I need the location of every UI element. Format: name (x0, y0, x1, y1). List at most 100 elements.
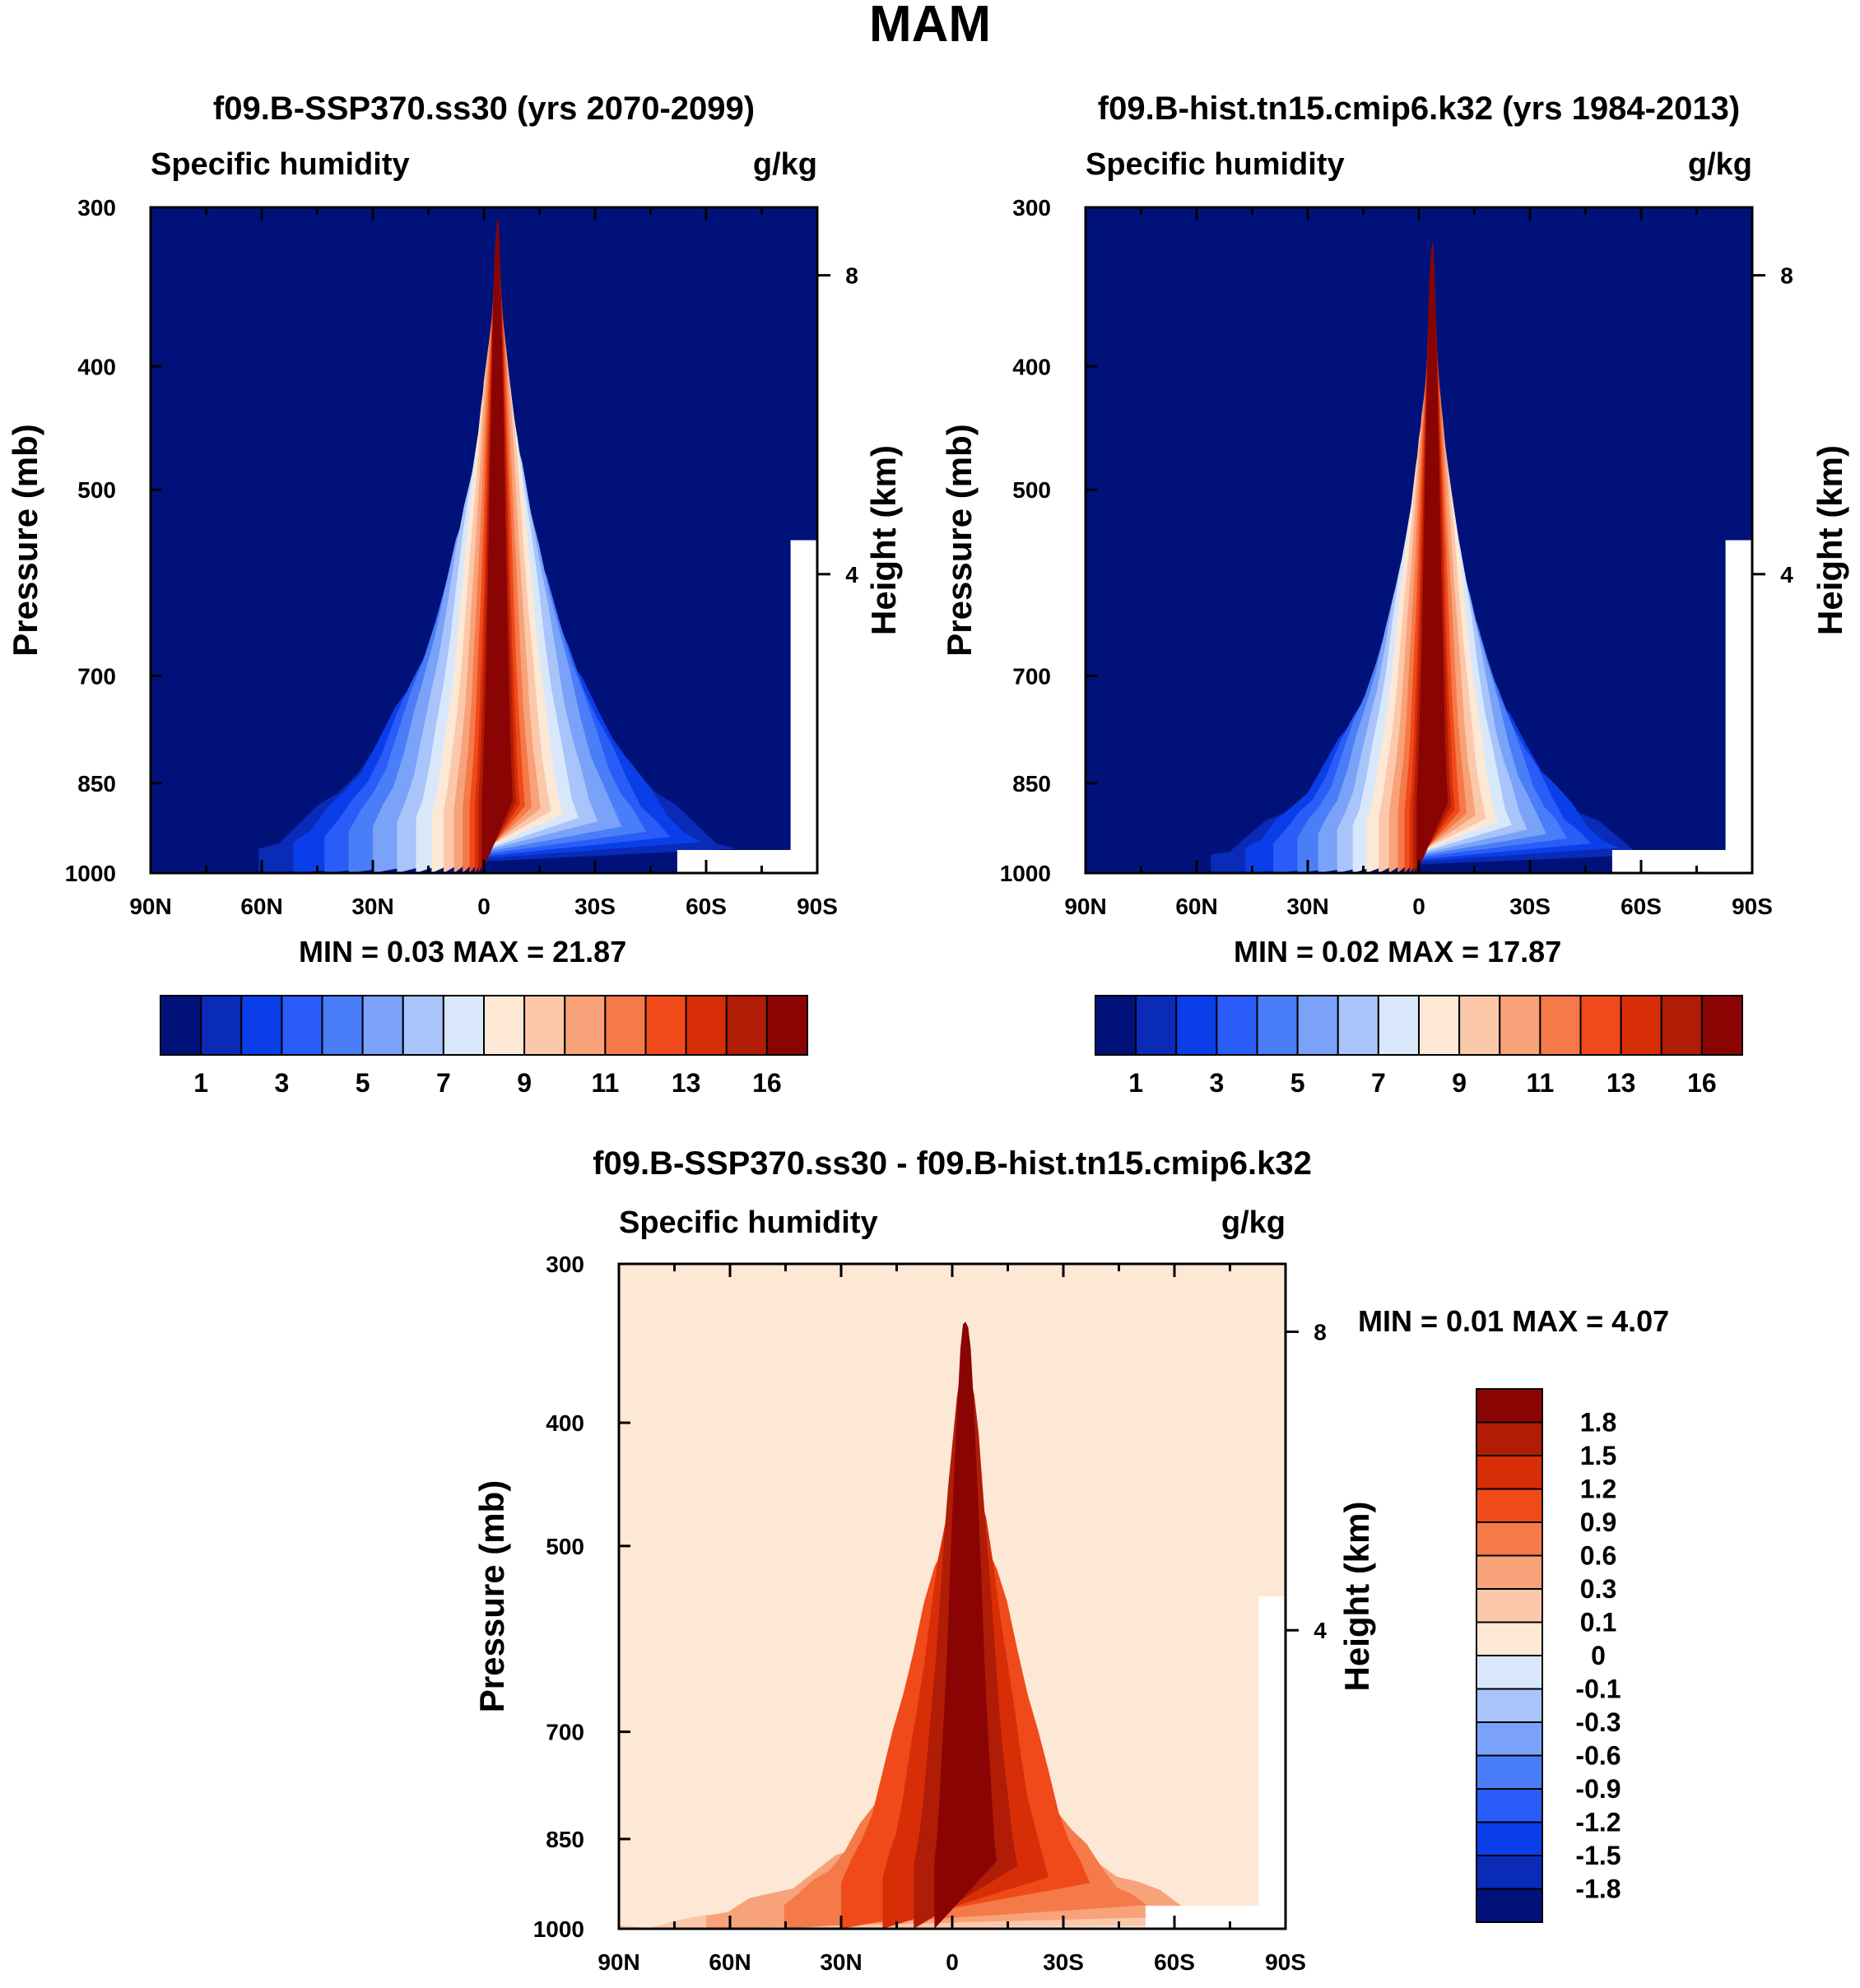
height-tick-label: 8 (1780, 263, 1793, 289)
contour-field (151, 207, 817, 873)
panel-future: f09.B-SSP370.ss30 (yrs 2070-2099) Specifi… (6, 91, 903, 1098)
height-axis-label: Height (km) (864, 445, 903, 635)
panel-title: f09.B-SSP370.ss30 (yrs 2070-2099) (213, 91, 755, 127)
contour-band (481, 218, 514, 873)
y-tick-label: 500 (546, 1534, 584, 1559)
y-tick-label: 850 (546, 1827, 584, 1852)
colorbar-label: 16 (752, 1068, 782, 1098)
x-tick-label: 30S (1509, 894, 1551, 919)
x-tick-label: 0 (477, 894, 491, 919)
colorbar-label: 11 (591, 1068, 619, 1098)
y-axis-label: Pressure (mb) (940, 424, 979, 656)
colorbar-swatch (1660, 995, 1703, 1056)
colorbar-swatch (1476, 1554, 1543, 1590)
y-tick-label: 1000 (65, 861, 116, 886)
y-tick-label: 500 (77, 477, 116, 503)
x-tick-label: 60N (240, 894, 282, 919)
page-title: MAM (869, 0, 991, 53)
min-max-readout: MIN = 0.01 MAX = 4.07 (1358, 1304, 1669, 1338)
colorbar-swatch (1095, 995, 1137, 1056)
colorbar-label: -1.2 (1575, 1808, 1621, 1837)
colorbar-label: 0.6 (1580, 1541, 1616, 1571)
contour-field (1086, 207, 1752, 873)
y-tick-label: 500 (1012, 477, 1051, 503)
max-label: MAX = (1512, 1304, 1611, 1338)
colorbar-swatch (1476, 1788, 1543, 1823)
colorbar-swatch (1216, 995, 1258, 1056)
colorbar-swatch (1620, 995, 1662, 1056)
height-axis-label: Height (km) (1811, 445, 1849, 635)
max-value: 17.87 (1487, 935, 1561, 968)
height-axis-label: Height (km) (1337, 1502, 1376, 1692)
variable-label: Specific humidity (619, 1205, 878, 1240)
y-tick-label: 700 (1012, 663, 1051, 689)
x-tick-label: 60S (1154, 1949, 1195, 1975)
min-max-readout: MIN = 0.02 MAX = 17.87 (1234, 935, 1561, 968)
y-tick-label: 400 (1012, 354, 1051, 379)
x-tick-label: 60N (709, 1949, 751, 1975)
y-tick-label: 850 (77, 771, 116, 797)
x-tick-label: 90S (797, 894, 838, 919)
colorbar-swatch (200, 995, 243, 1056)
x-tick-label: 90N (129, 894, 171, 919)
colorbar-swatch (1418, 995, 1461, 1056)
colorbar-label: 1.8 (1580, 1408, 1616, 1438)
colorbar-swatch (1476, 1754, 1543, 1790)
min-value: 0.03 (387, 935, 453, 968)
x-tick-label: 90N (1064, 894, 1106, 919)
colorbar-swatch (1476, 1855, 1543, 1890)
colorbar-label: 16 (1687, 1068, 1717, 1098)
y-tick-label: 700 (77, 663, 116, 689)
colorbar-swatch (402, 995, 444, 1056)
missing-data-area (1611, 540, 1752, 873)
y-tick-label: 300 (546, 1252, 584, 1277)
x-tick-label: 60S (686, 894, 727, 919)
colorbar-label: -0.3 (1575, 1707, 1621, 1737)
colorbar-swatch (1539, 995, 1582, 1056)
colorbar-swatch (1476, 1621, 1543, 1656)
colorbar-swatch (1476, 1821, 1543, 1856)
colorbar-label: 9 (1452, 1068, 1467, 1098)
missing-data-area (1145, 1596, 1286, 1929)
y-tick-label: 300 (77, 195, 116, 221)
panel-historical: f09.B-hist.tn15.cmip6.k32 (yrs 1984-2013… (940, 91, 1849, 1098)
colorbar-swatch (1458, 995, 1501, 1056)
max-label: MAX = (453, 935, 552, 968)
units-label: g/kg (1221, 1205, 1286, 1240)
y-tick-label: 300 (1012, 195, 1051, 221)
height-tick-label: 4 (845, 562, 858, 588)
panel-title: f09.B-hist.tn15.cmip6.k32 (yrs 1984-2013… (1098, 91, 1740, 127)
colorbar-label: 0 (1591, 1641, 1606, 1670)
x-tick-label: 30N (351, 894, 393, 919)
colorbar-swatch (1476, 1521, 1543, 1557)
colorbar-swatch (281, 995, 323, 1056)
colorbar-label: -1.5 (1575, 1841, 1621, 1870)
max-label: MAX = (1388, 935, 1487, 968)
colorbar-swatch (361, 995, 404, 1056)
colorbar-swatch (1476, 1655, 1543, 1690)
colorbar-label: 0.1 (1580, 1608, 1616, 1637)
colorbar-swatch (1476, 1388, 1543, 1424)
colorbar-label: -0.9 (1575, 1774, 1621, 1804)
height-tick-label: 8 (1314, 1319, 1327, 1345)
colorbar-swatch (1296, 995, 1339, 1056)
panel-title: f09.B-SSP370.ss30 - f09.B-hist.tn15.cmip… (593, 1145, 1312, 1182)
variable-label: Specific humidity (151, 147, 410, 182)
colorbar-label: 1.2 (1580, 1475, 1616, 1504)
colorbar-label: 0.9 (1580, 1507, 1616, 1537)
y-tick-label: 1000 (533, 1916, 584, 1942)
colorbar-swatch (160, 995, 202, 1056)
contour-band (934, 1321, 997, 1929)
height-tick-label: 4 (1314, 1618, 1327, 1643)
colorbar-label: -0.6 (1575, 1741, 1621, 1771)
height-tick-label: 8 (845, 263, 858, 289)
x-tick-label: 30S (574, 894, 616, 919)
colorbar-label: 1 (193, 1068, 208, 1098)
x-tick-label: 90S (1732, 894, 1773, 919)
colorbar-swatch (240, 995, 283, 1056)
missing-data-area (677, 540, 817, 873)
colorbar-label: 11 (1526, 1068, 1554, 1098)
colorbar-label: 7 (436, 1068, 451, 1098)
contour-field (619, 1264, 1286, 1929)
x-tick-label: 30S (1043, 1949, 1084, 1975)
